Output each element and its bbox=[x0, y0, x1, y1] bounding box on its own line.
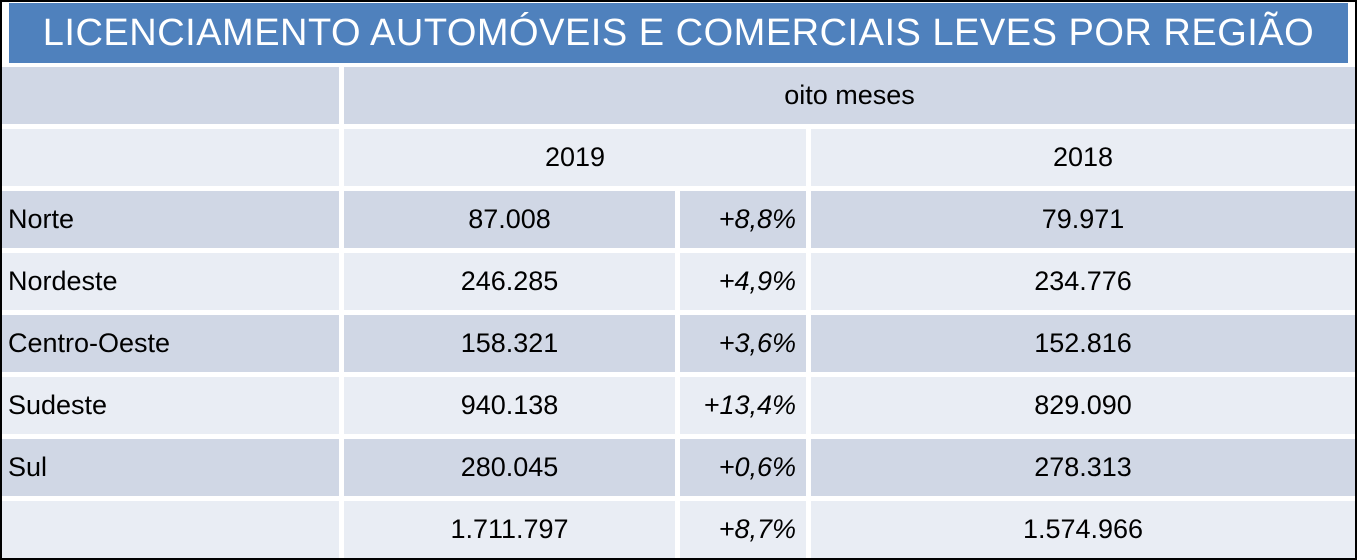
value-2018-cell: 79.971 bbox=[811, 191, 1355, 248]
value-2018-cell: 152.816 bbox=[811, 315, 1355, 372]
corner-cell-empty bbox=[2, 129, 339, 186]
value-2018-cell: 234.776 bbox=[811, 253, 1355, 310]
licensing-table: oito meses 2019 2018 Norte 87.008 +8,8% … bbox=[2, 67, 1355, 558]
value-2019-cell: 280.045 bbox=[344, 439, 675, 496]
value-2019-cell: 940.138 bbox=[344, 377, 675, 434]
pct-change-cell: +0,6% bbox=[680, 439, 806, 496]
region-cell: Nordeste bbox=[2, 253, 339, 310]
total-value-2018-cell: 1.574.966 bbox=[811, 501, 1355, 558]
pct-change-cell: +8,8% bbox=[680, 191, 806, 248]
pct-change-cell: +3,6% bbox=[680, 315, 806, 372]
total-pct-change-cell: +8,7% bbox=[680, 501, 806, 558]
value-2018-cell: 278.313 bbox=[811, 439, 1355, 496]
total-value-2019-cell: 1.711.797 bbox=[344, 501, 675, 558]
region-cell: Centro-Oeste bbox=[2, 315, 339, 372]
corner-cell-empty bbox=[2, 67, 339, 124]
page-title: LICENCIAMENTO AUTOMÓVEIS E COMERCIAIS LE… bbox=[42, 11, 1315, 54]
year-header-2019: 2019 bbox=[344, 129, 806, 186]
value-2018-cell: 829.090 bbox=[811, 377, 1355, 434]
pct-change-cell: +13,4% bbox=[680, 377, 806, 434]
region-cell: Sul bbox=[2, 439, 339, 496]
value-2019-cell: 87.008 bbox=[344, 191, 675, 248]
total-label-empty bbox=[2, 501, 339, 558]
year-header-2018: 2018 bbox=[811, 129, 1355, 186]
table-title-bar: LICENCIAMENTO AUTOMÓVEIS E COMERCIAIS LE… bbox=[9, 3, 1348, 63]
region-cell: Norte bbox=[2, 191, 339, 248]
value-2019-cell: 246.285 bbox=[344, 253, 675, 310]
pct-change-cell: +4,9% bbox=[680, 253, 806, 310]
value-2019-cell: 158.321 bbox=[344, 315, 675, 372]
group-header-cell: oito meses bbox=[344, 67, 1355, 124]
region-cell: Sudeste bbox=[2, 377, 339, 434]
